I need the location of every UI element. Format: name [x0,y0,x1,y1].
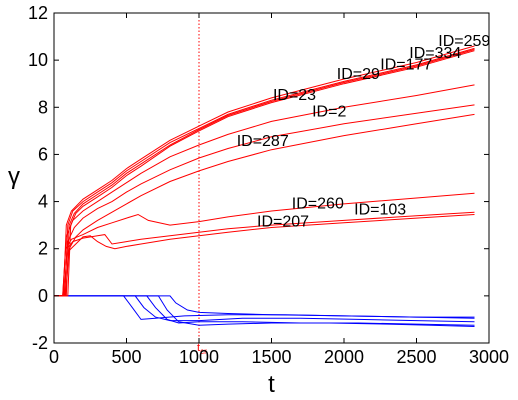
red-series-line-id-103 [54,211,475,297]
red-series-line-id-259 [54,45,475,297]
red-series-line-id-260 [54,192,475,297]
red-series-line-id-2 [54,104,475,297]
x-tick-label: 500 [111,347,141,367]
plot-area [54,13,489,343]
series-id-label: ID=287 [237,133,289,150]
series-id-label: ID=177 [380,57,432,74]
vline-label: tcr [197,342,207,356]
y-tick-label: -2 [32,333,48,353]
blue-series-line-5 [54,295,475,318]
x-tick-label: 1000 [179,347,219,367]
y-tick-label: 10 [28,50,48,70]
blue-series-line-2 [54,295,475,323]
y-tick-label: 2 [38,239,48,259]
y-tick-label: 0 [38,286,48,306]
series-id-label: ID=23 [273,87,316,104]
plot-background [54,13,489,343]
y-tick-label: 12 [28,3,48,23]
series-id-label: ID=259 [438,33,490,50]
y-tick-label: 6 [38,144,48,164]
x-tick-label: 2000 [324,347,364,367]
series-id-label: ID=334 [409,45,461,62]
red-series-line-id-177 [54,49,475,297]
blue-series-line-3 [54,295,475,326]
series-id-label: ID=207 [257,213,309,230]
y-tick-label: 8 [38,97,48,117]
x-axis-label: t [268,371,275,398]
x-tick-label: 1500 [251,347,291,367]
series-layer [54,45,475,327]
x-tick-label: 3000 [469,347,509,367]
x-tick-label: 2500 [396,347,436,367]
red-series-line-id-23 [54,84,475,297]
red-series-line-id-334 [54,47,475,297]
y-axis-label: γ [8,163,20,190]
blue-series-line-4 [54,295,475,327]
red-series-line-id-207 [54,214,475,297]
series-id-label: ID=29 [337,66,380,83]
red-series-line-id-287 [54,113,475,297]
red-series-line-id-29 [54,50,475,297]
y-tick-label: 4 [38,192,48,212]
series-id-label: ID=103 [354,202,406,219]
x-tick-label: 0 [49,347,59,367]
series-id-label: ID=2 [312,104,346,121]
series-id-label: ID=260 [292,196,344,213]
